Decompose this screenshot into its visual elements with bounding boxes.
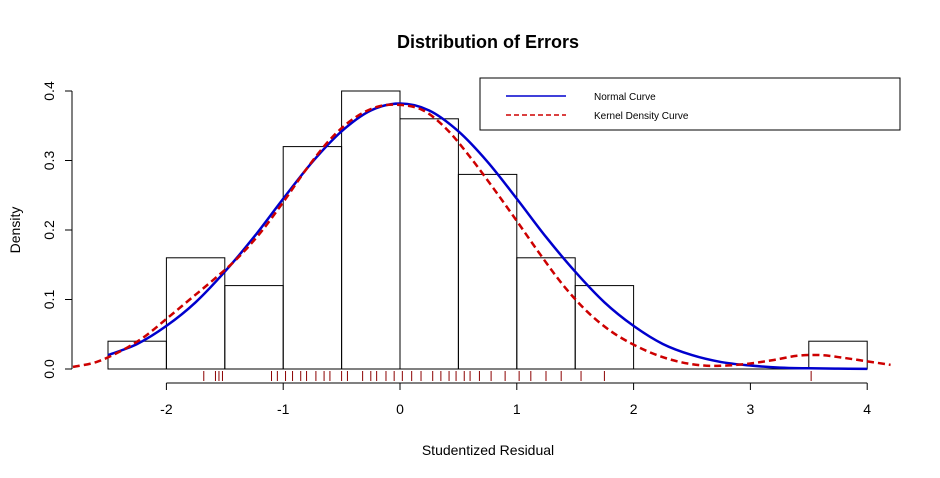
chart-title: Distribution of Errors [397,32,579,52]
histogram-bar [341,90,401,370]
x-axis-label: Studentized Residual [422,442,554,458]
histogram-bar [165,257,226,370]
x-tick-label: 4 [863,401,871,417]
y-axis: 0.0 0.1 0.2 0.3 0.4 [41,81,73,379]
y-tick-label: 0.0 [41,359,57,379]
histogram-bar [457,173,518,370]
histogram-bar [282,146,343,370]
legend-box [479,77,901,131]
x-tick-label: 3 [747,401,755,417]
y-tick-label: 0.3 [41,151,57,171]
histogram-bar [224,285,284,370]
y-tick-label: 0.2 [41,220,57,240]
normal-curve [107,102,868,371]
legend: Normal Curve Kernel Density Curve [479,77,901,131]
legend-kernel-label: Kernel Density Curve [594,111,689,122]
rug-marks [203,371,812,381]
x-tick-label: 1 [513,401,521,417]
histogram-bar [399,118,459,370]
y-tick-label: 0.1 [41,290,57,310]
x-tick-label: 2 [630,401,638,417]
density-curves [72,102,891,371]
kernel-density-curve [72,103,891,369]
legend-normal-label: Normal Curve [594,92,656,103]
x-axis: -2 -1 0 1 2 3 4 [160,382,871,417]
x-tick-label: 0 [396,401,404,417]
histogram-bins [107,90,868,370]
histogram-bar [516,257,576,370]
y-tick-label: 0.4 [41,81,57,101]
y-axis-label: Density [7,207,23,254]
x-tick-label: -2 [160,401,173,417]
x-tick-label: -1 [277,401,290,417]
